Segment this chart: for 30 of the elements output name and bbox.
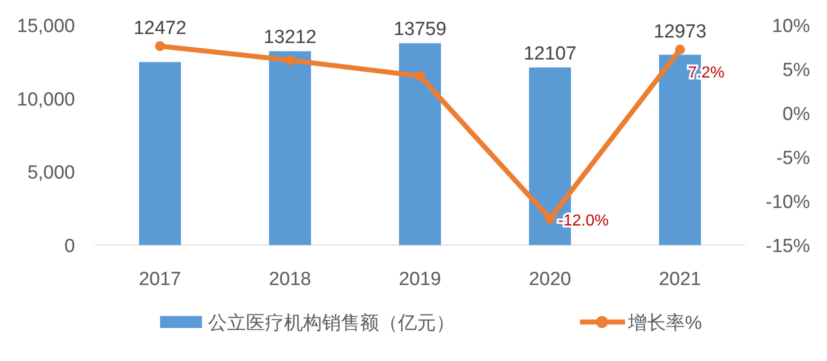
y2-tick-label: -10% bbox=[766, 192, 810, 213]
legend-label: 公立医疗机构销售额（亿元） bbox=[208, 312, 455, 334]
x-tick-label: 2018 bbox=[268, 269, 312, 290]
data-label: 12973 bbox=[654, 22, 706, 43]
y2-tick-label: 5% bbox=[782, 60, 810, 81]
point bbox=[415, 71, 425, 82]
y-tick-label: 5,000 bbox=[27, 162, 75, 184]
y-tick-label: 15,000 bbox=[16, 16, 75, 37]
data-label: 12107 bbox=[524, 43, 576, 64]
point bbox=[155, 41, 165, 52]
y-tick-label: 0 bbox=[64, 236, 75, 257]
y2-tick-label: 0% bbox=[782, 104, 810, 125]
data-label: 13212 bbox=[264, 27, 316, 48]
point bbox=[545, 214, 555, 224]
x-tick-label: 2019 bbox=[398, 269, 442, 290]
point bbox=[285, 55, 295, 66]
legend-label: 增长率% bbox=[627, 312, 702, 334]
y2-tick-label: -15% bbox=[766, 236, 810, 257]
data-label: 13759 bbox=[394, 19, 446, 40]
x-tick-label: 2020 bbox=[528, 269, 572, 290]
bar bbox=[269, 51, 311, 245]
point bbox=[675, 44, 685, 55]
data-label: 12472 bbox=[134, 18, 186, 40]
y2-tick-label: -5% bbox=[776, 148, 810, 169]
bar bbox=[399, 43, 441, 245]
y-tick-label: 10,000 bbox=[16, 89, 75, 110]
bar bbox=[139, 62, 181, 245]
y2-tick-label: 10% bbox=[772, 16, 810, 37]
x-tick-label: 2017 bbox=[138, 269, 182, 290]
x-tick-label: 2021 bbox=[658, 269, 702, 290]
